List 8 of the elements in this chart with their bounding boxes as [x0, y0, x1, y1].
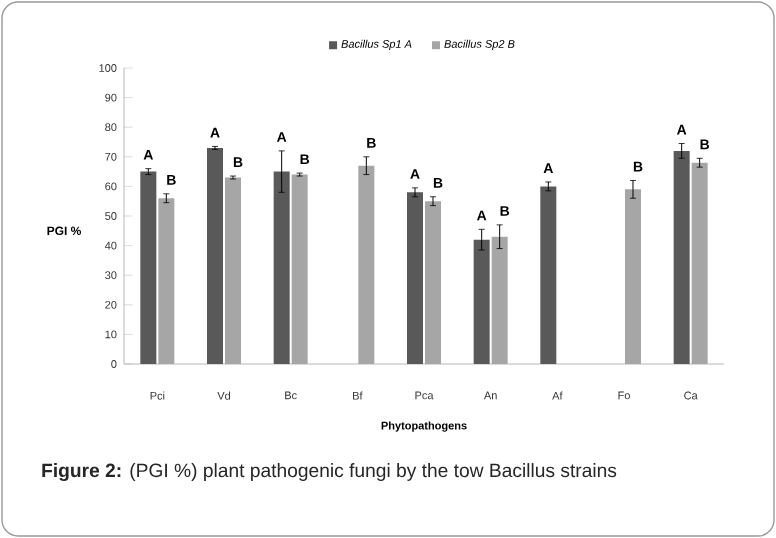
- bar: [473, 239, 490, 364]
- bar: [207, 147, 223, 364]
- bar: [140, 171, 157, 364]
- bar: [540, 186, 557, 364]
- bar: [673, 150, 690, 364]
- bar: [273, 171, 290, 364]
- text: Figure 2: (PGI %) plant pathogenic fungi by the tow Bacillus strains: [42, 463, 617, 482]
- bar: [407, 192, 423, 364]
